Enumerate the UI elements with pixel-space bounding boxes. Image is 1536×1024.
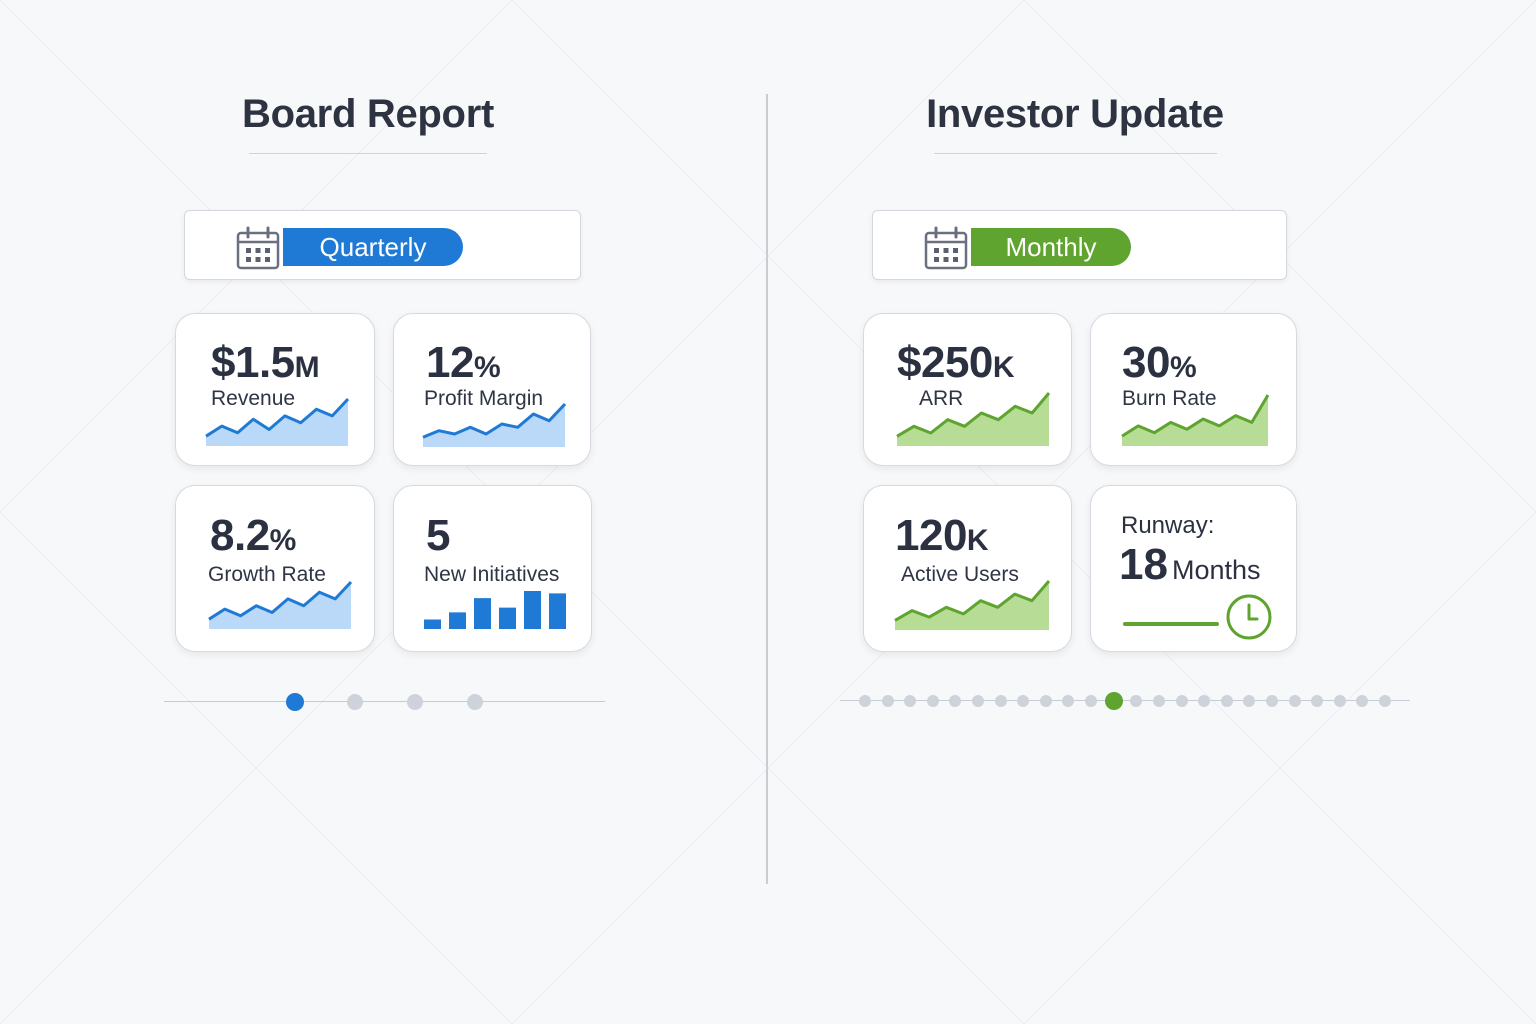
- arr-value: $250K: [897, 338, 1015, 387]
- monthly-period-pill[interactable]: Monthly: [971, 228, 1131, 266]
- title-underline: [934, 153, 1217, 154]
- pager-dot[interactable]: [1152, 695, 1165, 707]
- pager-dot[interactable]: [406, 694, 423, 710]
- pager-dot[interactable]: [1175, 695, 1188, 707]
- growth-rate-card[interactable]: 8.2% Growth Rate: [175, 485, 375, 652]
- sparkline-line: [422, 402, 567, 439]
- pager-dot[interactable]: [1356, 695, 1369, 707]
- burn-rate-card[interactable]: 30% Burn Rate: [1090, 313, 1297, 466]
- panel-divider: [766, 94, 768, 884]
- pager-dot[interactable]: [1379, 695, 1391, 707]
- pager-track: [164, 701, 605, 702]
- pager-dot[interactable]: [1288, 695, 1301, 707]
- revenue-value: $1.5M: [211, 338, 320, 387]
- board-report-title: Board Report: [242, 92, 494, 136]
- runway-value: 18 Months: [1119, 540, 1261, 589]
- pager-dot[interactable]: [466, 694, 483, 710]
- title-underline: [249, 153, 487, 154]
- new-initiatives-card[interactable]: 5 New Initiatives: [393, 485, 592, 652]
- investor-update-pager: [840, 691, 1410, 711]
- calendar-icon: [236, 226, 280, 270]
- sparkline-line: [208, 580, 353, 621]
- pager-track: [840, 700, 1410, 701]
- clock-icon: [1226, 594, 1272, 640]
- sparkline-area: [209, 582, 351, 629]
- pager-dot[interactable]: [994, 695, 1007, 707]
- pager-dot-active[interactable]: [285, 693, 304, 711]
- pager-dot[interactable]: [926, 695, 939, 707]
- pager-dot[interactable]: [1017, 695, 1030, 707]
- quarterly-period-pill[interactable]: Quarterly: [283, 228, 463, 266]
- pager-dot[interactable]: [949, 695, 962, 707]
- pager-dot[interactable]: [904, 695, 917, 707]
- runway-card[interactable]: Runway: 18 Months: [1090, 485, 1297, 652]
- profit-margin-label: Profit Margin: [424, 387, 544, 410]
- pager-dot[interactable]: [1243, 695, 1256, 707]
- revenue-label: Revenue: [211, 387, 296, 410]
- sparkline-area: [895, 581, 1049, 630]
- pager-dot[interactable]: [1085, 695, 1098, 707]
- board-report-pager: [164, 692, 605, 712]
- pager-dot[interactable]: [859, 695, 871, 707]
- revenue-card[interactable]: $1.5M Revenue: [175, 313, 375, 466]
- pager-dot-active[interactable]: [1104, 692, 1123, 710]
- burn-rate-value: 30%: [1122, 338, 1197, 387]
- sparkline-area: [1122, 395, 1268, 446]
- pager-dot[interactable]: [1130, 695, 1143, 707]
- profit-margin-card[interactable]: 12% Profit Margin: [393, 313, 591, 466]
- active-users-sparkline: [894, 580, 1051, 630]
- period-selector[interactable]: Monthly: [872, 210, 1287, 280]
- pager-dot[interactable]: [1062, 695, 1075, 707]
- active-users-card[interactable]: 120K Active Users: [863, 485, 1072, 652]
- active-users-value: 120K: [895, 511, 989, 560]
- initiative-bar: [499, 607, 516, 629]
- pager-dot[interactable]: [1311, 695, 1324, 707]
- investor-update-title: Investor Update: [926, 92, 1224, 136]
- profit-margin-sparkline: [422, 402, 567, 447]
- pager-dot[interactable]: [1265, 695, 1278, 707]
- active-users-label: Active Users: [901, 563, 1019, 586]
- new-initiatives-value: 5: [426, 511, 450, 560]
- arr-label: ARR: [919, 387, 964, 410]
- pager-dot[interactable]: [1220, 695, 1233, 707]
- initiative-bar: [424, 619, 441, 629]
- sparkline-area: [897, 393, 1049, 446]
- sparkline-line: [894, 580, 1051, 622]
- pager-dot[interactable]: [346, 694, 363, 710]
- revenue-sparkline: [205, 397, 350, 446]
- growth-rate-sparkline: [208, 580, 353, 629]
- initiative-bar: [474, 598, 491, 629]
- sparkline-area: [206, 399, 348, 446]
- pager-dot[interactable]: [972, 695, 985, 707]
- sparkline-line: [896, 392, 1051, 438]
- pager-dot[interactable]: [1039, 695, 1052, 707]
- sparkline-area: [423, 404, 565, 447]
- burn-rate-sparkline: [1121, 394, 1270, 446]
- initiative-bar: [524, 591, 541, 629]
- new-initiatives-bar-chart: [424, 591, 566, 629]
- growth-rate-value: 8.2%: [210, 511, 296, 560]
- arr-card[interactable]: $250K ARR: [863, 313, 1072, 466]
- runway-label: Runway:: [1121, 512, 1215, 539]
- growth-rate-label: Growth Rate: [208, 563, 326, 586]
- period-selector[interactable]: Quarterly: [184, 210, 581, 280]
- pager-dot[interactable]: [881, 695, 894, 707]
- arr-sparkline: [896, 392, 1051, 446]
- initiative-bar: [549, 593, 566, 629]
- sparkline-line: [205, 397, 350, 438]
- runway-progress-line: [1123, 622, 1219, 626]
- burn-rate-label: Burn Rate: [1122, 387, 1217, 410]
- initiative-bar: [449, 612, 466, 629]
- sparkline-line: [1121, 394, 1270, 438]
- calendar-icon: [924, 226, 968, 270]
- pager-dot[interactable]: [1333, 695, 1346, 707]
- pager-dot[interactable]: [1198, 695, 1211, 707]
- profit-margin-value: 12%: [426, 338, 501, 387]
- new-initiatives-label: New Initiatives: [424, 563, 560, 586]
